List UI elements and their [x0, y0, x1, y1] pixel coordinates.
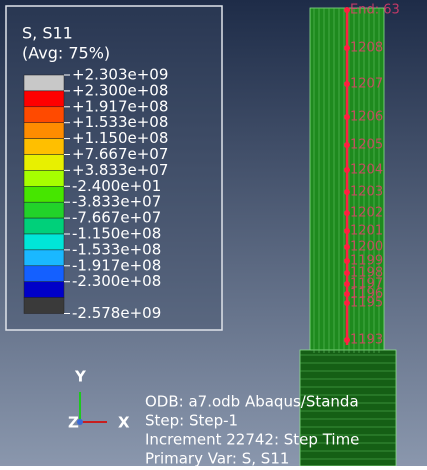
legend-label: +7.667e+07: [72, 145, 168, 163]
node-point: [344, 258, 350, 264]
legend-label: -1.917e+08: [72, 256, 161, 274]
node-label: 1202: [350, 206, 383, 221]
node-point: [344, 167, 350, 173]
info-line: ODB: a7.odb Abaqus/Standa: [145, 393, 359, 411]
node-label: 1203: [350, 185, 383, 200]
model: [299, 7, 397, 467]
legend-swatch: [23, 90, 65, 108]
legend-label: +1.917e+08: [72, 97, 168, 115]
node-label: 1204: [350, 163, 383, 178]
node-label: 1201: [350, 224, 383, 239]
node-point: [344, 270, 350, 276]
node-point: [344, 189, 350, 195]
triad-x: X: [118, 414, 130, 432]
legend-label: -2.578e+09: [72, 304, 161, 322]
info-line: Primary Var: S, S11: [145, 450, 289, 467]
legend-label: +2.300e+08: [72, 81, 168, 99]
legend-swatch: [23, 186, 65, 203]
node-point: [344, 291, 350, 297]
legend-swatch: [23, 217, 65, 235]
node-point: [344, 81, 350, 87]
legend-label: +1.533e+08: [72, 113, 168, 131]
legend-label: -3.833e+07: [72, 193, 161, 211]
legend-swatch: [23, 106, 65, 123]
node-label: 1207: [350, 77, 383, 92]
triad-y: Y: [74, 368, 87, 386]
node-point: [344, 7, 350, 13]
node-point: [344, 300, 350, 306]
node-label: 1206: [350, 110, 383, 125]
node-point: [344, 281, 350, 287]
legend-swatch: [23, 297, 65, 314]
legend-title: S, S11: [22, 24, 73, 43]
legend-label: +1.150e+08: [72, 129, 168, 147]
triad-z: Z: [68, 414, 79, 432]
legend-swatch: [23, 170, 65, 187]
node-point: [344, 210, 350, 216]
legend-swatch: [23, 122, 65, 139]
node-label: 1197: [350, 277, 383, 292]
legend-swatch: [23, 138, 65, 155]
legend-label: -7.667e+07: [72, 209, 161, 227]
node-label: End: 63: [350, 3, 400, 18]
legend-swatch: [23, 265, 65, 282]
triad: Y Z X: [68, 368, 130, 432]
node-label: 1208: [350, 41, 383, 56]
node-label: 1193: [350, 333, 383, 348]
legend-label: -2.400e+01: [72, 177, 161, 195]
legend-label: -1.150e+08: [72, 225, 161, 243]
node-label: 1199: [350, 254, 383, 269]
legend-swatch: [23, 249, 65, 267]
info-line: Step: Step-1: [145, 412, 238, 430]
legend-label: +2.303e+09: [72, 66, 168, 84]
node-point: [344, 114, 350, 120]
node-point: [344, 337, 350, 343]
legend-swatch: [23, 74, 65, 92]
legend-label: -2.300e+08: [72, 272, 161, 290]
legend-label: +3.833e+07: [72, 161, 168, 179]
node-label: 1196: [350, 287, 383, 302]
legend-subtitle: (Avg: 75%): [22, 44, 110, 63]
node-label: 1198: [350, 266, 383, 281]
node-point: [344, 244, 350, 250]
info-line: Increment 22742: Step Time: [145, 431, 359, 449]
legend-label: -1.533e+08: [72, 240, 161, 258]
node-point: [344, 45, 350, 51]
legend-swatch: [23, 154, 65, 171]
node-point: [344, 228, 350, 234]
node-label: 1200: [350, 240, 383, 255]
legend-swatch: [23, 281, 65, 298]
legend-swatch: [23, 201, 65, 219]
node-point: [344, 142, 350, 148]
node-label: 1195: [350, 296, 383, 311]
node-label: 1205: [350, 138, 383, 153]
legend-swatch: [23, 233, 65, 251]
